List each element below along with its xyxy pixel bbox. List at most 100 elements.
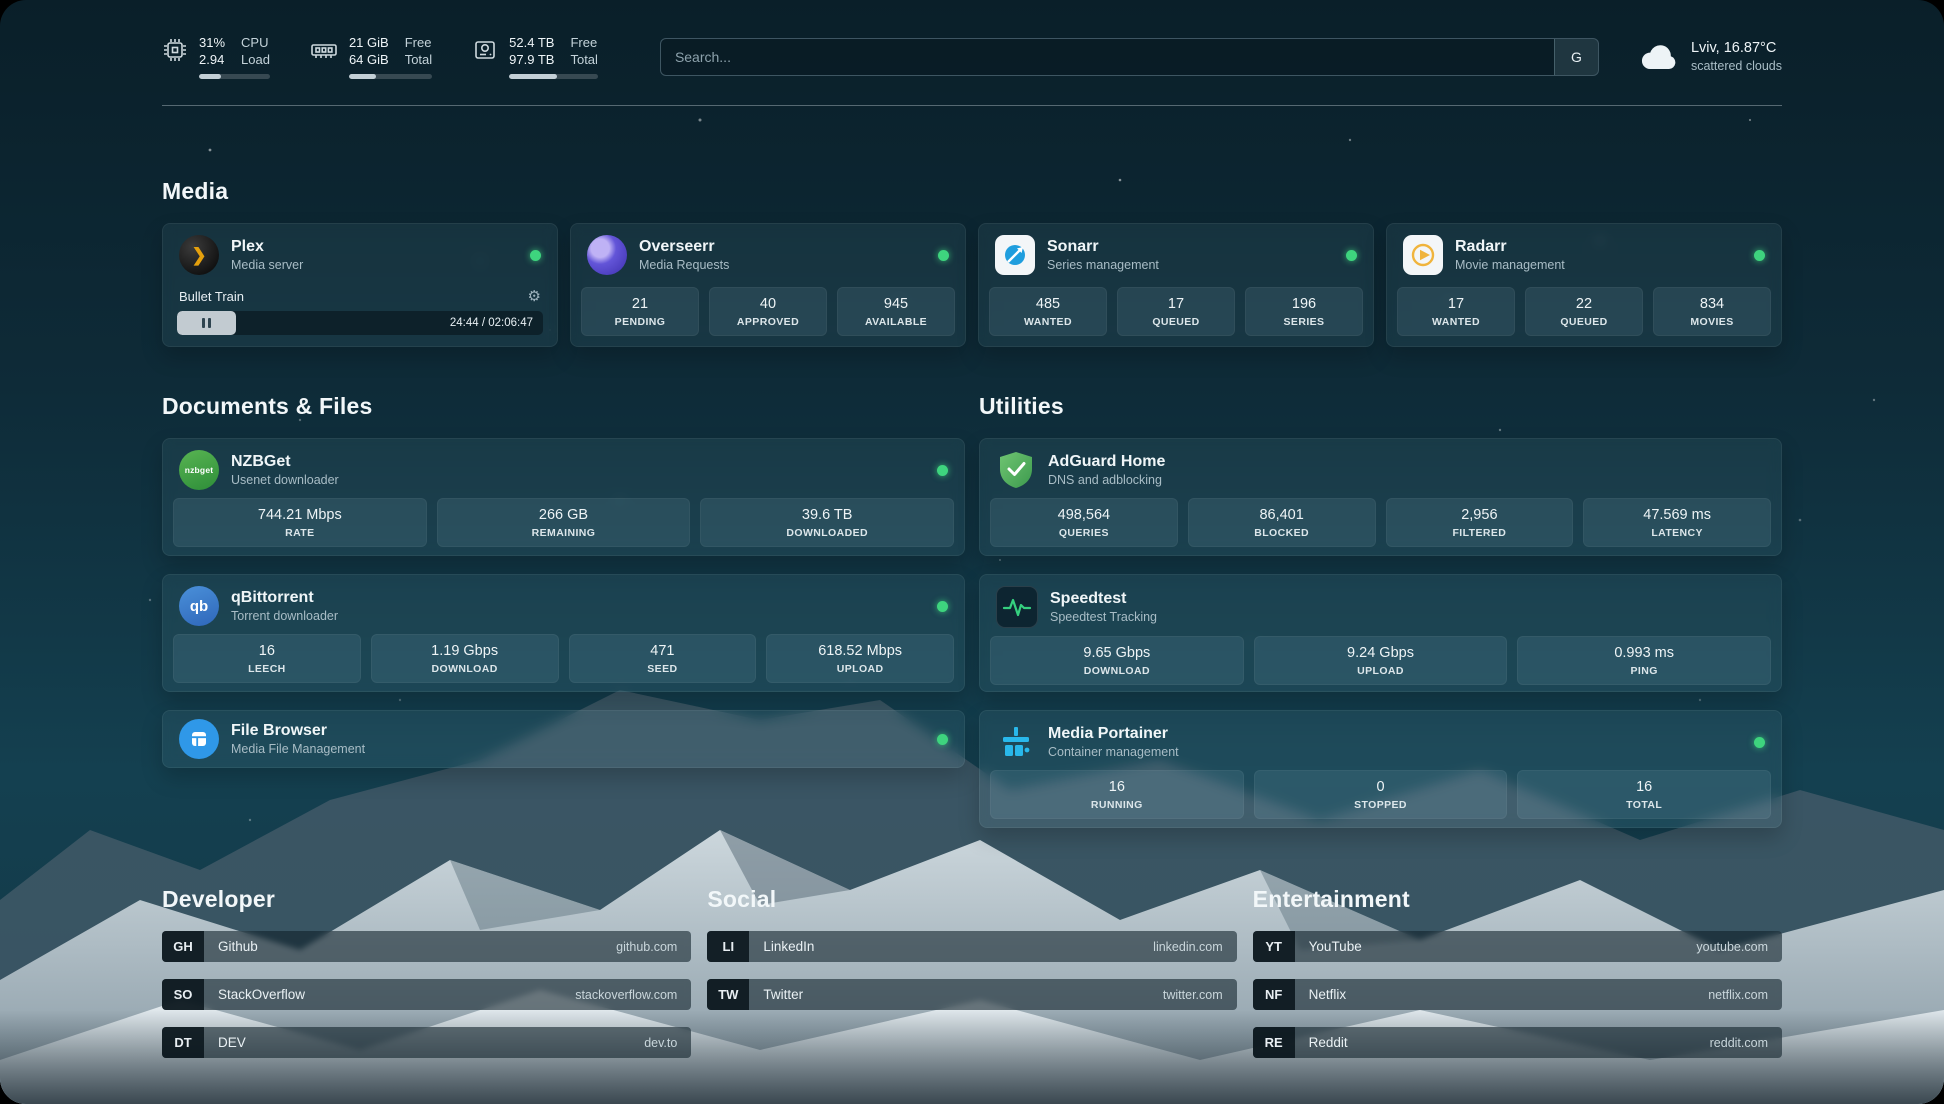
sonarr-stat-queued: 17 QUEUED bbox=[1117, 287, 1235, 336]
sonarr-status-dot bbox=[1346, 249, 1357, 261]
bookmark-dev[interactable]: DT DEV dev.to bbox=[162, 1027, 692, 1058]
twitter-tag: TW bbox=[707, 979, 750, 1010]
bookmark-stackoverflow[interactable]: SO StackOverflow stackoverflow.com bbox=[162, 979, 692, 1010]
speedtest-stat-download: 9.65 Gbps DOWNLOAD bbox=[990, 636, 1244, 685]
qbittorrent-card[interactable]: qb qBittorrent Torrent downloader 16 LEE… bbox=[162, 574, 965, 692]
nzbget-status-dot bbox=[937, 464, 948, 476]
ram-free-label: Free bbox=[404, 35, 432, 50]
nzbget-card[interactable]: nzbget NZBGet Usenet downloader 744.21 M… bbox=[162, 438, 965, 556]
bookmark-github[interactable]: GH Github github.com bbox=[162, 931, 692, 962]
portainer-status-dot bbox=[1754, 736, 1765, 748]
reddit-tag: RE bbox=[1252, 1027, 1295, 1058]
linkedin-tag: LI bbox=[707, 931, 750, 962]
plex-subtitle: Media server bbox=[231, 258, 304, 272]
portainer-card[interactable]: Media Portainer Container management 16 … bbox=[979, 710, 1782, 828]
bookmark-reddit[interactable]: RE Reddit reddit.com bbox=[1252, 1027, 1782, 1058]
cpu-load-value: 2.94 bbox=[199, 52, 225, 67]
bookmark-youtube[interactable]: YT YouTube youtube.com bbox=[1252, 931, 1782, 962]
disk-icon bbox=[475, 41, 495, 59]
social-section: Social LI LinkedIn linkedin.com TW Twitt… bbox=[707, 886, 1237, 1010]
weather-condition: scattered clouds bbox=[1690, 59, 1782, 73]
qbittorrent-status-dot bbox=[937, 600, 948, 612]
overseerr-icon bbox=[587, 235, 627, 275]
sonarr-stat-series: 196 SERIES bbox=[1245, 287, 1363, 336]
header-divider bbox=[162, 105, 1782, 106]
disk-widget-body: 52.4 TB 97.9 TB Free Total bbox=[509, 34, 598, 79]
stackoverflow-tag: SO bbox=[162, 979, 204, 1010]
disk-total-value: 97.9 TB bbox=[509, 52, 555, 67]
adguard-subtitle: DNS and adblocking bbox=[1048, 473, 1162, 487]
filebrowser-icon bbox=[179, 719, 219, 759]
cpu-percent: 31% bbox=[199, 35, 226, 50]
sonarr-card[interactable]: Sonarr Series management 485 WANTED 17 Q… bbox=[978, 223, 1374, 347]
speedtest-stat-ping: 0.993 ms PING bbox=[1517, 636, 1772, 685]
radarr-subtitle: Movie management bbox=[1455, 258, 1565, 272]
disk-total-label: Total bbox=[570, 52, 598, 67]
cloud-icon bbox=[1641, 44, 1676, 69]
plex-now-playing: Bullet Train bbox=[179, 289, 245, 304]
cpu-widget: 31% 2.94 CPU Load bbox=[162, 34, 270, 79]
speedtest-subtitle: Speedtest Tracking bbox=[1050, 610, 1158, 624]
search-input[interactable] bbox=[659, 37, 1599, 76]
radarr-card[interactable]: Radarr Movie management 17 WANTED 22 QUE… bbox=[1386, 223, 1782, 347]
ram-total-label: Total bbox=[404, 52, 433, 67]
overseerr-status-dot bbox=[938, 249, 949, 261]
plex-player-bar[interactable]: 24:44 / 02:06:47 bbox=[177, 311, 543, 335]
bookmark-linkedin[interactable]: LI LinkedIn linkedin.com bbox=[707, 931, 1237, 962]
utilities-section-title: Utilities bbox=[979, 393, 1064, 419]
search-engine-button[interactable]: G bbox=[1553, 38, 1598, 75]
media-grid: ❯ Plex Media server Bullet Train ⚙ bbox=[162, 223, 1782, 365]
adguard-icon bbox=[996, 450, 1036, 490]
disk-widget: 52.4 TB 97.9 TB Free Total bbox=[472, 34, 598, 79]
filebrowser-card[interactable]: File Browser Media File Management bbox=[162, 710, 965, 768]
bookmark-netflix[interactable]: NF Netflix netflix.com bbox=[1252, 979, 1782, 1010]
ram-total-value: 64 GiB bbox=[348, 52, 389, 67]
plex-pause-button[interactable] bbox=[177, 311, 236, 335]
bookmark-twitter[interactable]: TW Twitter twitter.com bbox=[707, 979, 1237, 1010]
cpu-label: CPU bbox=[241, 35, 269, 50]
filebrowser-subtitle: Media File Management bbox=[231, 742, 366, 756]
overseerr-card[interactable]: Overseerr Media Requests 21 PENDING 40 A… bbox=[570, 223, 966, 347]
gear-icon[interactable]: ⚙ bbox=[527, 288, 541, 305]
qbittorrent-stat-download: 1.19 Gbps DOWNLOAD bbox=[370, 634, 559, 683]
plex-icon: ❯ bbox=[179, 235, 219, 275]
portainer-stat-running: 16 RUNNING bbox=[990, 770, 1244, 819]
entertainment-section-title: Entertainment bbox=[1252, 886, 1410, 912]
radarr-status-dot bbox=[1754, 249, 1765, 261]
overseerr-name: Overseerr bbox=[639, 238, 715, 255]
nzbget-icon: nzbget bbox=[179, 450, 219, 490]
nzbget-stat-downloaded: 39.6 TB DOWNLOADED bbox=[700, 498, 955, 547]
adguard-stat-blocked: 86,401 BLOCKED bbox=[1187, 498, 1376, 547]
speedtest-icon bbox=[996, 586, 1038, 628]
nzbget-stat-rate: 744.21 Mbps RATE bbox=[173, 498, 427, 547]
github-tag: GH bbox=[162, 931, 204, 962]
speedtest-card[interactable]: Speedtest Speedtest Tracking 9.65 Gbps D… bbox=[979, 574, 1782, 692]
radarr-stat-wanted: 17 WANTED bbox=[1397, 287, 1515, 336]
adguard-stat-queries: 498,564 QUERIES bbox=[990, 498, 1178, 547]
adguard-card[interactable]: AdGuard Home DNS and adblocking 498,564 … bbox=[979, 438, 1782, 556]
ram-progress-bar bbox=[348, 74, 433, 79]
social-section-title: Social bbox=[707, 886, 777, 912]
radarr-name: Radarr bbox=[1455, 238, 1507, 255]
cpu-icon bbox=[164, 39, 186, 61]
qbittorrent-subtitle: Torrent downloader bbox=[231, 609, 339, 623]
documents-section: Documents & Files nzbget NZBGet Usenet d… bbox=[162, 393, 965, 768]
disk-free-label: Free bbox=[570, 35, 598, 50]
portainer-stat-total: 16 TOTAL bbox=[1517, 770, 1772, 819]
ram-free-value: 21 GiB bbox=[348, 35, 389, 50]
sonarr-name: Sonarr bbox=[1047, 238, 1099, 255]
qbittorrent-stat-upload: 618.52 Mbps UPLOAD bbox=[766, 634, 954, 683]
adguard-stat-filtered: 2,956 FILTERED bbox=[1385, 498, 1574, 547]
overseerr-subtitle: Media Requests bbox=[639, 258, 730, 272]
netflix-tag: NF bbox=[1252, 979, 1295, 1010]
search-bar: G bbox=[659, 37, 1599, 76]
plex-name: Plex bbox=[231, 238, 264, 255]
qbittorrent-stat-leech: 16 LEECH bbox=[173, 634, 361, 683]
radarr-icon bbox=[1403, 235, 1443, 275]
qbittorrent-icon: qb bbox=[179, 586, 219, 626]
portainer-subtitle: Container management bbox=[1048, 745, 1179, 759]
qbittorrent-stat-seed: 471 SEED bbox=[568, 634, 757, 683]
radarr-stat-movies: 834 MOVIES bbox=[1653, 287, 1771, 336]
sonarr-subtitle: Series management bbox=[1047, 258, 1159, 272]
plex-card[interactable]: ❯ Plex Media server Bullet Train ⚙ bbox=[162, 223, 558, 347]
